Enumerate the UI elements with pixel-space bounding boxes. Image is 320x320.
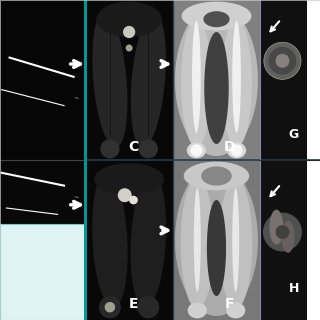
Circle shape <box>276 54 289 68</box>
Ellipse shape <box>131 172 166 308</box>
Bar <box>0 224 85 320</box>
Ellipse shape <box>226 302 245 318</box>
Ellipse shape <box>181 2 252 30</box>
Ellipse shape <box>181 19 212 147</box>
Ellipse shape <box>207 200 226 296</box>
Bar <box>0 160 85 224</box>
Text: H: H <box>288 282 299 294</box>
Ellipse shape <box>175 4 258 156</box>
Ellipse shape <box>139 139 158 158</box>
Ellipse shape <box>188 302 207 318</box>
Circle shape <box>263 212 302 252</box>
Ellipse shape <box>204 32 229 144</box>
Circle shape <box>230 144 243 156</box>
Ellipse shape <box>137 296 159 318</box>
Circle shape <box>123 26 135 38</box>
Ellipse shape <box>201 166 232 186</box>
Ellipse shape <box>194 188 201 292</box>
Circle shape <box>129 196 138 204</box>
Ellipse shape <box>227 142 246 158</box>
Ellipse shape <box>219 178 252 309</box>
Bar <box>173 0 260 160</box>
Text: F: F <box>225 297 234 311</box>
Ellipse shape <box>192 21 201 133</box>
Bar <box>260 0 307 160</box>
Ellipse shape <box>100 139 119 158</box>
Ellipse shape <box>269 210 284 245</box>
Text: C: C <box>128 140 139 154</box>
Bar <box>85 0 173 160</box>
Circle shape <box>276 225 289 239</box>
Bar <box>173 160 260 320</box>
Ellipse shape <box>187 142 206 158</box>
Circle shape <box>264 42 301 79</box>
Bar <box>260 160 307 320</box>
Circle shape <box>268 47 296 75</box>
Ellipse shape <box>131 12 166 148</box>
Ellipse shape <box>232 21 241 133</box>
Text: G: G <box>288 128 299 141</box>
Circle shape <box>190 144 203 156</box>
Ellipse shape <box>92 172 128 308</box>
Ellipse shape <box>204 11 229 27</box>
Circle shape <box>126 44 132 52</box>
Circle shape <box>118 188 132 202</box>
Ellipse shape <box>221 19 252 147</box>
Bar <box>0 0 85 160</box>
Ellipse shape <box>96 2 162 37</box>
Ellipse shape <box>232 188 239 292</box>
Circle shape <box>105 302 115 312</box>
Ellipse shape <box>181 178 214 309</box>
Ellipse shape <box>99 296 121 318</box>
Text: D: D <box>224 140 235 154</box>
Ellipse shape <box>94 163 164 195</box>
Ellipse shape <box>282 221 294 253</box>
Ellipse shape <box>184 162 249 190</box>
Bar <box>85 160 173 320</box>
Text: E: E <box>129 297 138 311</box>
Ellipse shape <box>175 164 258 316</box>
Bar <box>0 224 85 320</box>
Ellipse shape <box>92 12 127 148</box>
